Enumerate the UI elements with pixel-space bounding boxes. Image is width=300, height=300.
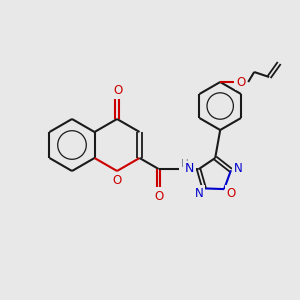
Text: N: N xyxy=(185,163,194,176)
Text: H: H xyxy=(181,159,188,169)
Text: N: N xyxy=(195,187,203,200)
Text: O: O xyxy=(237,76,246,88)
Text: O: O xyxy=(226,187,236,200)
Text: N: N xyxy=(234,162,242,175)
Text: O: O xyxy=(112,173,122,187)
Text: O: O xyxy=(113,83,123,97)
Text: O: O xyxy=(154,190,163,202)
